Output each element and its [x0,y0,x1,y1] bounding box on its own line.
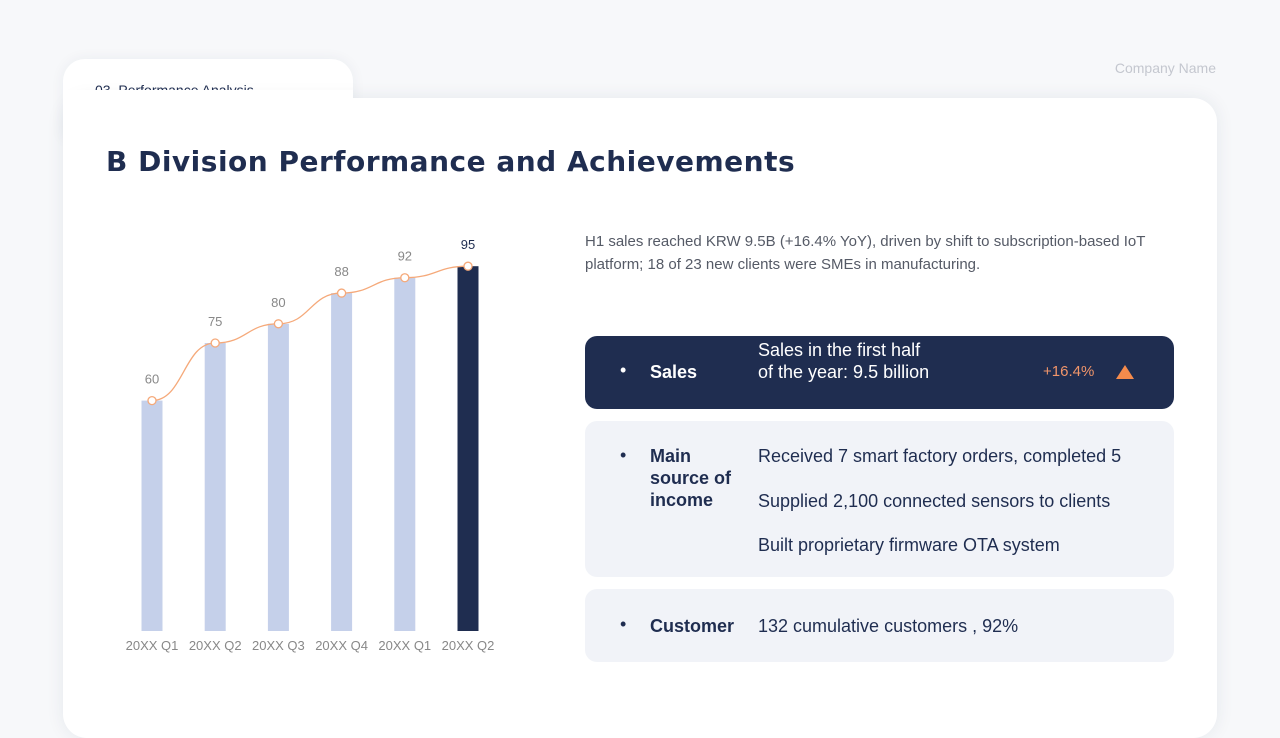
row-customer: • Customer 132 cumulative customers , 92… [585,589,1174,662]
bar-line-chart: 60 20XX Q1 75 20XX Q2 80 20XX Q3 88 20XX Q4 92 20… [126,237,495,653]
bar [141,400,163,631]
bar [204,343,226,631]
x-tick-label: 20XX Q1 [126,638,179,653]
trend-line [151,265,469,402]
data-label: 60 [145,372,159,387]
row-label: Sales [650,362,698,382]
x-tick-label: 20XX Q4 [315,638,368,653]
row-value: Supplied 2,100 connected sensors to clie… [758,491,1111,511]
company-name: Company Name [1114,60,1216,76]
data-label: 75 [208,314,222,329]
bullet: • [620,445,627,465]
row-sales: • Sales Sales in the first half of the y… [585,336,1174,409]
change-value: +16.4% [1043,363,1095,380]
bar [394,277,416,631]
row-value: Sales in the first half of the year: 9.5… [758,340,930,382]
row-value: 132 cumulative customers , 92% [758,616,1019,636]
row-income: • Main source of income Received 7 smart… [585,421,1174,577]
page-title: B Division Performance and Achievements [106,145,796,178]
x-tick-label: 20XX Q1 [378,638,431,653]
trend-point [336,288,347,298]
row-label: Main source of income [650,446,732,510]
trend-point [400,273,410,283]
bar [457,266,479,631]
data-label: 80 [271,295,285,310]
row-label: Customer [650,616,735,636]
triangle-up-icon [1116,365,1134,379]
trend-point [463,261,473,271]
bullet: • [620,360,627,380]
description: H1 sales reached KRW 9.5B (+16.4% YoY), … [585,233,1146,273]
data-label: 88 [334,264,348,279]
data-label: 95 [461,237,475,252]
x-tick-label: 20XX Q2 [442,638,495,653]
x-tick-label: 20XX Q3 [252,638,305,653]
x-tick-label: 20XX Q2 [189,638,242,653]
row-value: Received 7 smart factory orders, complet… [758,446,1122,466]
tab-joint [63,90,353,130]
bar [331,293,353,631]
trend-point [147,395,157,406]
bar [267,323,289,631]
data-label: 92 [398,249,412,264]
bullet: • [620,614,627,634]
row-value: Built proprietary firmware OTA system [758,535,1060,555]
trend-point [210,338,220,348]
trend-point [273,319,284,329]
